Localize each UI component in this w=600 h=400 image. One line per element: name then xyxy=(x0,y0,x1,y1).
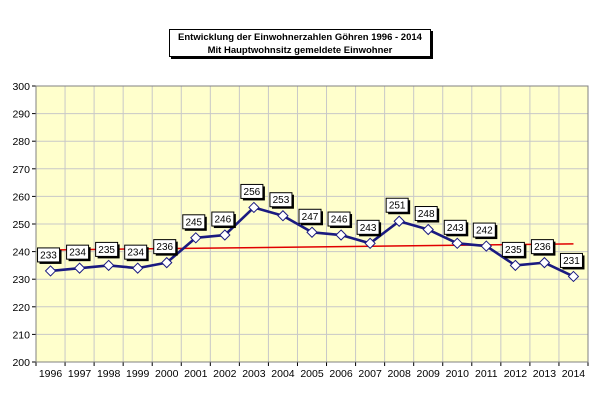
data-label: 243 xyxy=(447,223,464,234)
data-label-box xyxy=(269,192,293,208)
xtick-label: 2003 xyxy=(242,368,266,380)
xtick-label: 2004 xyxy=(271,368,295,380)
xtick-label: 2006 xyxy=(329,368,353,380)
data-label: 233 xyxy=(40,250,57,261)
data-label-box xyxy=(298,208,322,224)
data-label: 246 xyxy=(214,215,231,226)
data-label-box xyxy=(443,219,467,235)
ytick-label: 300 xyxy=(12,81,30,93)
ytick-label: 260 xyxy=(12,191,30,203)
ytick-label: 200 xyxy=(12,357,30,369)
xtick-label: 2000 xyxy=(155,368,179,380)
data-point-marker xyxy=(451,237,463,250)
ytick-label: 210 xyxy=(12,329,30,341)
chart-subtitle: Mit Hauptwohnsitz gemeldete Einwohner xyxy=(207,45,393,56)
data-label-box xyxy=(37,247,61,263)
data-label-box xyxy=(327,211,351,227)
data-label: 248 xyxy=(418,209,435,220)
data-label: 246 xyxy=(331,215,348,226)
data-label: 256 xyxy=(244,187,261,198)
data-label-box xyxy=(501,241,525,257)
ytick-label: 250 xyxy=(12,219,30,231)
ytick-label: 290 xyxy=(12,109,30,121)
data-label: 243 xyxy=(360,223,377,234)
data-point-marker xyxy=(44,265,57,277)
data-point-marker xyxy=(364,237,376,250)
data-point-marker xyxy=(393,215,405,227)
xtick-label: 2013 xyxy=(533,368,557,380)
data-point-marker xyxy=(509,259,522,272)
data-label-box xyxy=(240,183,264,199)
data-label-box xyxy=(182,214,206,230)
data-label-box xyxy=(153,239,177,255)
xtick-label: 1999 xyxy=(126,368,150,380)
data-point-marker xyxy=(277,210,289,222)
data-point-marker xyxy=(161,256,173,269)
data-label-box xyxy=(559,252,583,268)
xtick-label: 2014 xyxy=(562,368,586,380)
xtick-label: 2007 xyxy=(358,368,382,380)
data-point-marker xyxy=(248,201,260,214)
ytick-label: 240 xyxy=(12,247,30,259)
xtick-label: 1998 xyxy=(97,368,121,380)
xtick-label: 1997 xyxy=(68,368,92,380)
data-label: 251 xyxy=(389,201,406,212)
data-label: 247 xyxy=(302,212,319,223)
data-label-box xyxy=(356,219,380,235)
data-label: 235 xyxy=(98,245,115,256)
xtick-label: 2001 xyxy=(184,368,208,380)
data-label-box xyxy=(530,239,554,255)
xtick-label: 2011 xyxy=(475,368,498,380)
xtick-label: 2008 xyxy=(387,368,411,380)
data-label: 231 xyxy=(563,256,580,267)
data-label: 253 xyxy=(273,195,290,206)
data-label-box xyxy=(66,244,90,260)
xtick-label: 1996 xyxy=(39,368,63,380)
chart-title-box: Entwicklung der Einwohnerzahlen Göhren 1… xyxy=(169,29,431,57)
data-point-marker xyxy=(335,229,347,241)
data-label: 236 xyxy=(534,242,551,253)
ytick-label: 280 xyxy=(12,136,30,148)
xtick-label: 2009 xyxy=(417,368,441,380)
axis-layer: 200 210 220 230 240 250 260 270 280 290 300 1996 199… xyxy=(12,81,589,380)
data-label: 245 xyxy=(185,217,202,228)
xtick-label: 2010 xyxy=(446,368,470,380)
data-label-box xyxy=(414,206,438,222)
data-point-marker xyxy=(480,240,493,252)
ytick-label: 270 xyxy=(12,164,30,176)
data-point-marker xyxy=(306,226,318,238)
series-layer xyxy=(44,201,580,283)
data-label: 242 xyxy=(476,226,493,237)
data-point-marker xyxy=(190,232,202,244)
data-label: 235 xyxy=(505,245,522,256)
ytick-label: 220 xyxy=(12,302,30,314)
data-label-box xyxy=(211,211,235,227)
plot-border xyxy=(35,85,589,363)
data-point-marker xyxy=(538,256,551,269)
data-label-box xyxy=(95,241,119,257)
data-label: 234 xyxy=(69,248,86,259)
data-point-marker xyxy=(73,262,86,274)
data-point-marker xyxy=(422,223,434,236)
data-label: 234 xyxy=(127,248,144,259)
xtick-label: 2005 xyxy=(300,368,324,380)
data-point-marker xyxy=(219,229,231,241)
ytick-label: 230 xyxy=(12,274,30,286)
data-label-box xyxy=(472,222,496,238)
data-point-marker xyxy=(131,262,144,274)
data-label-box xyxy=(124,244,148,260)
data-label-layer: 233 234 235 234 236 245 246 256 253 247 246 243 251 2… xyxy=(37,183,585,270)
data-point-marker xyxy=(567,270,580,283)
xtick-label: 2012 xyxy=(504,368,528,380)
data-label: 236 xyxy=(156,242,173,253)
chart-title: Entwicklung der Einwohnerzahlen Göhren 1… xyxy=(178,32,422,43)
xtick-label: 2002 xyxy=(213,368,237,380)
data-point-marker xyxy=(102,259,115,272)
data-label-box xyxy=(385,197,409,213)
